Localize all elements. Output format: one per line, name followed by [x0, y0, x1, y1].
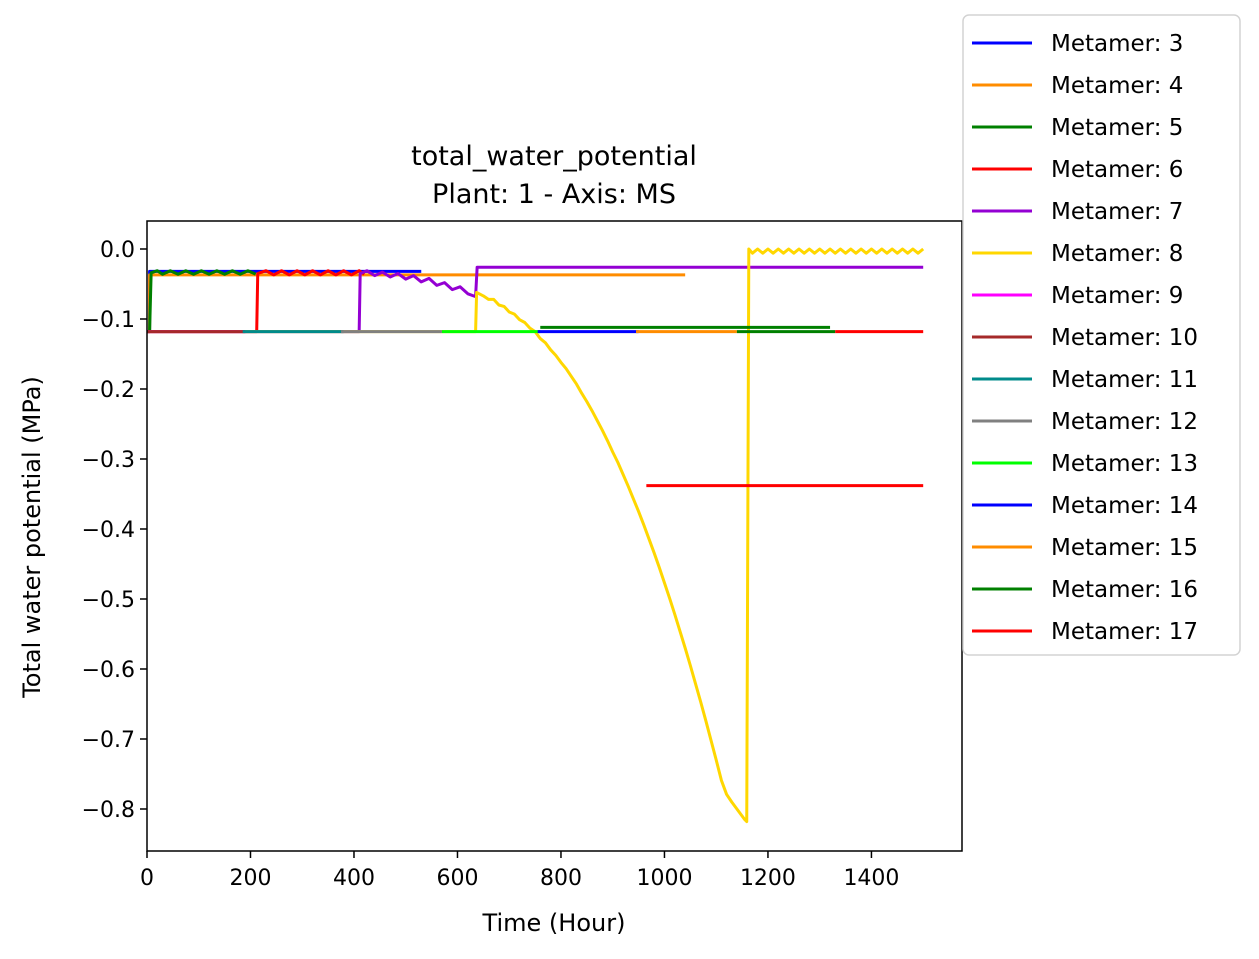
chart-title-line2: Plant: 1 - Axis: MS	[432, 179, 676, 210]
y-tick-label: 0.0	[100, 238, 135, 263]
x-tick-label: 400	[333, 866, 375, 891]
legend-label: Metamer: 7	[1051, 199, 1183, 225]
legend-label: Metamer: 6	[1051, 157, 1183, 183]
legend-label: Metamer: 13	[1051, 451, 1198, 477]
legend-label: Metamer: 5	[1051, 115, 1183, 141]
series-line-metamer-7	[147, 265, 924, 334]
x-tick-label: 200	[229, 866, 271, 891]
chart-title-line1: total_water_potential	[411, 141, 697, 172]
legend-label: Metamer: 10	[1051, 325, 1198, 351]
plot-frame	[146, 220, 963, 852]
legend-label: Metamer: 4	[1051, 73, 1183, 99]
y-tick-label: −0.1	[82, 308, 135, 333]
y-axis: 0.0 −0.1 −0.2 −0.3 −0.4 −0.5 −0.6 −0.7 −0.8	[82, 238, 147, 823]
x-tick-label: 1400	[843, 866, 899, 891]
legend-label: Metamer: 12	[1051, 409, 1198, 435]
legend-label: Metamer: 8	[1051, 241, 1183, 267]
x-tick-label: 800	[540, 866, 582, 891]
legend-label: Metamer: 11	[1051, 367, 1198, 393]
x-tick-label: 600	[436, 866, 478, 891]
series-line-metamer-5	[147, 269, 257, 334]
legend-label: Metamer: 15	[1051, 535, 1198, 561]
series-layer	[147, 247, 925, 824]
x-axis: 0 200 400 600 800 1000 1200 1400	[140, 851, 899, 891]
y-tick-label: −0.6	[82, 658, 135, 683]
legend-label: Metamer: 9	[1051, 283, 1183, 309]
x-tick-label: 1000	[636, 866, 692, 891]
y-tick-label: −0.2	[82, 378, 135, 403]
legend-label: Metamer: 14	[1051, 493, 1198, 519]
x-tick-label: 1200	[740, 866, 796, 891]
legend-label: Metamer: 3	[1051, 31, 1183, 57]
legend-label: Metamer: 17	[1051, 619, 1198, 645]
y-tick-label: −0.4	[82, 518, 135, 543]
y-tick-label: −0.5	[82, 588, 135, 613]
series-line-metamer-4	[147, 273, 686, 334]
y-axis-label: Total water potential (MPa)	[18, 376, 46, 699]
y-tick-label: −0.7	[82, 728, 135, 753]
y-tick-label: −0.3	[82, 448, 135, 473]
series-line-metamer-8	[147, 247, 925, 824]
series-line-metamer-6	[147, 269, 366, 334]
x-axis-label: Time (Hour)	[482, 909, 626, 937]
y-tick-label: −0.8	[82, 798, 135, 823]
legend-box	[962, 14, 1241, 656]
legend: Metamer: 3 Metamer: 4 Metamer: 5 Metamer: 6…	[962, 14, 1241, 656]
x-tick-label: 0	[140, 866, 154, 891]
legend-entries: Metamer: 3 Metamer: 4 Metamer: 5 Metamer: 6…	[972, 31, 1198, 645]
series-line-metamer-3	[147, 269, 422, 334]
legend-label: Metamer: 16	[1051, 577, 1198, 603]
